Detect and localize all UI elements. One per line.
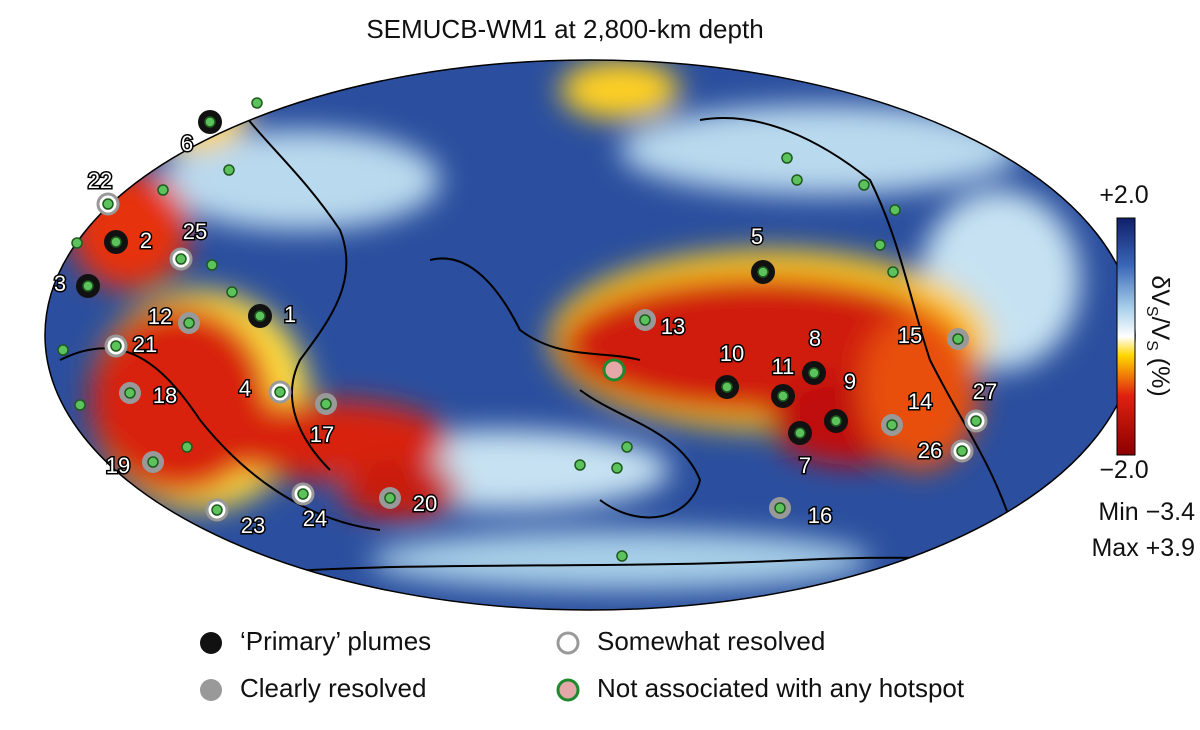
hotspot-dot <box>147 456 159 468</box>
plume-label: 6 <box>181 131 193 156</box>
colorbar-label: δVS/VS (%) <box>1143 275 1174 396</box>
plume-label: 19 <box>106 453 130 478</box>
hotspot-dot <box>175 253 187 265</box>
label-part: S <box>1143 340 1160 351</box>
plume-label: 15 <box>898 323 922 348</box>
hotspot-dot <box>320 398 332 410</box>
plume-label: 3 <box>54 271 66 296</box>
label-part: /V <box>1146 317 1174 341</box>
hotspot-dot <box>952 333 964 345</box>
plume-label: 22 <box>88 168 112 193</box>
label-part: δV <box>1146 275 1174 306</box>
legend-label: Clearly resolved <box>240 673 426 703</box>
plume-label: 11 <box>772 354 795 379</box>
colorbar-max: +2.0 <box>1099 181 1148 209</box>
hotspot-dot <box>794 427 806 439</box>
plume-label: 7 <box>799 453 811 478</box>
unassociated-marker <box>602 358 626 382</box>
legend: ‘Primary’ plumes Somewhat resolved Clear… <box>200 626 965 703</box>
stat-max: Max +3.9 <box>1091 534 1195 562</box>
plume-label: 13 <box>661 314 685 339</box>
plume-label: 14 <box>908 389 932 414</box>
legend-marker <box>556 678 580 702</box>
legend-marker <box>200 632 222 654</box>
plume-label: 12 <box>148 304 172 329</box>
legend-label: Somewhat resolved <box>597 626 825 656</box>
colorbar <box>1116 217 1136 456</box>
hotspot-dot <box>297 488 309 500</box>
plume-label: 16 <box>808 503 832 528</box>
colorbar-min: −2.0 <box>1099 456 1148 484</box>
hotspot-dot <box>757 266 769 278</box>
map <box>45 60 1135 610</box>
legend-label: ‘Primary’ plumes <box>240 626 431 656</box>
hotspot-dot <box>254 310 266 322</box>
hotspot-dot <box>886 419 898 431</box>
hotspot-dot <box>124 387 136 399</box>
legend-marker <box>556 631 580 655</box>
plume-label: 1 <box>284 302 296 327</box>
hotspot-dot <box>102 198 114 210</box>
hotspot-dot <box>204 116 216 128</box>
plume-label: 9 <box>844 369 856 394</box>
plume-label: 17 <box>310 422 334 447</box>
hotspot-dot <box>110 236 122 248</box>
label-part: S <box>1143 306 1160 317</box>
plume-label: 2 <box>140 228 152 253</box>
plume-label: 21 <box>133 332 157 357</box>
hotspot-dot <box>774 502 786 514</box>
plume-label: 18 <box>153 383 177 408</box>
hotspot-dot <box>183 317 195 329</box>
plume-label: 27 <box>973 379 997 404</box>
stat-min: Min −3.4 <box>1098 498 1195 526</box>
plume-label: 8 <box>809 326 821 351</box>
plume-label: 24 <box>303 506 327 531</box>
legend-label: Not associated with any hotspot <box>597 673 965 703</box>
plume-label: 23 <box>241 513 265 538</box>
hotspot-dot <box>777 390 789 402</box>
hotspot-dot <box>721 381 733 393</box>
label-part: (%) <box>1146 351 1174 397</box>
hotspot-dot <box>956 445 968 457</box>
plume-label: 20 <box>413 491 437 516</box>
legend-marker <box>200 679 222 701</box>
hotspot-dot <box>110 340 122 352</box>
hotspot-dot <box>830 415 842 427</box>
plume-label: 10 <box>720 341 744 366</box>
hotspot-dot <box>970 415 982 427</box>
hotspot-dot <box>639 314 651 326</box>
hotspot-dot <box>384 492 396 504</box>
plume-label: 5 <box>751 224 763 249</box>
hotspot-dot <box>211 504 223 516</box>
plume-label: 26 <box>918 438 942 463</box>
hotspot-dots <box>57 97 901 562</box>
hotspot-dot <box>808 367 820 379</box>
hotspot-dot <box>274 386 286 398</box>
plume-label: 4 <box>239 376 251 401</box>
plume-label: 25 <box>183 219 207 244</box>
title: SEMUCB-WM1 at 2,800-km depth <box>366 14 763 44</box>
hotspot-dot <box>82 280 94 292</box>
